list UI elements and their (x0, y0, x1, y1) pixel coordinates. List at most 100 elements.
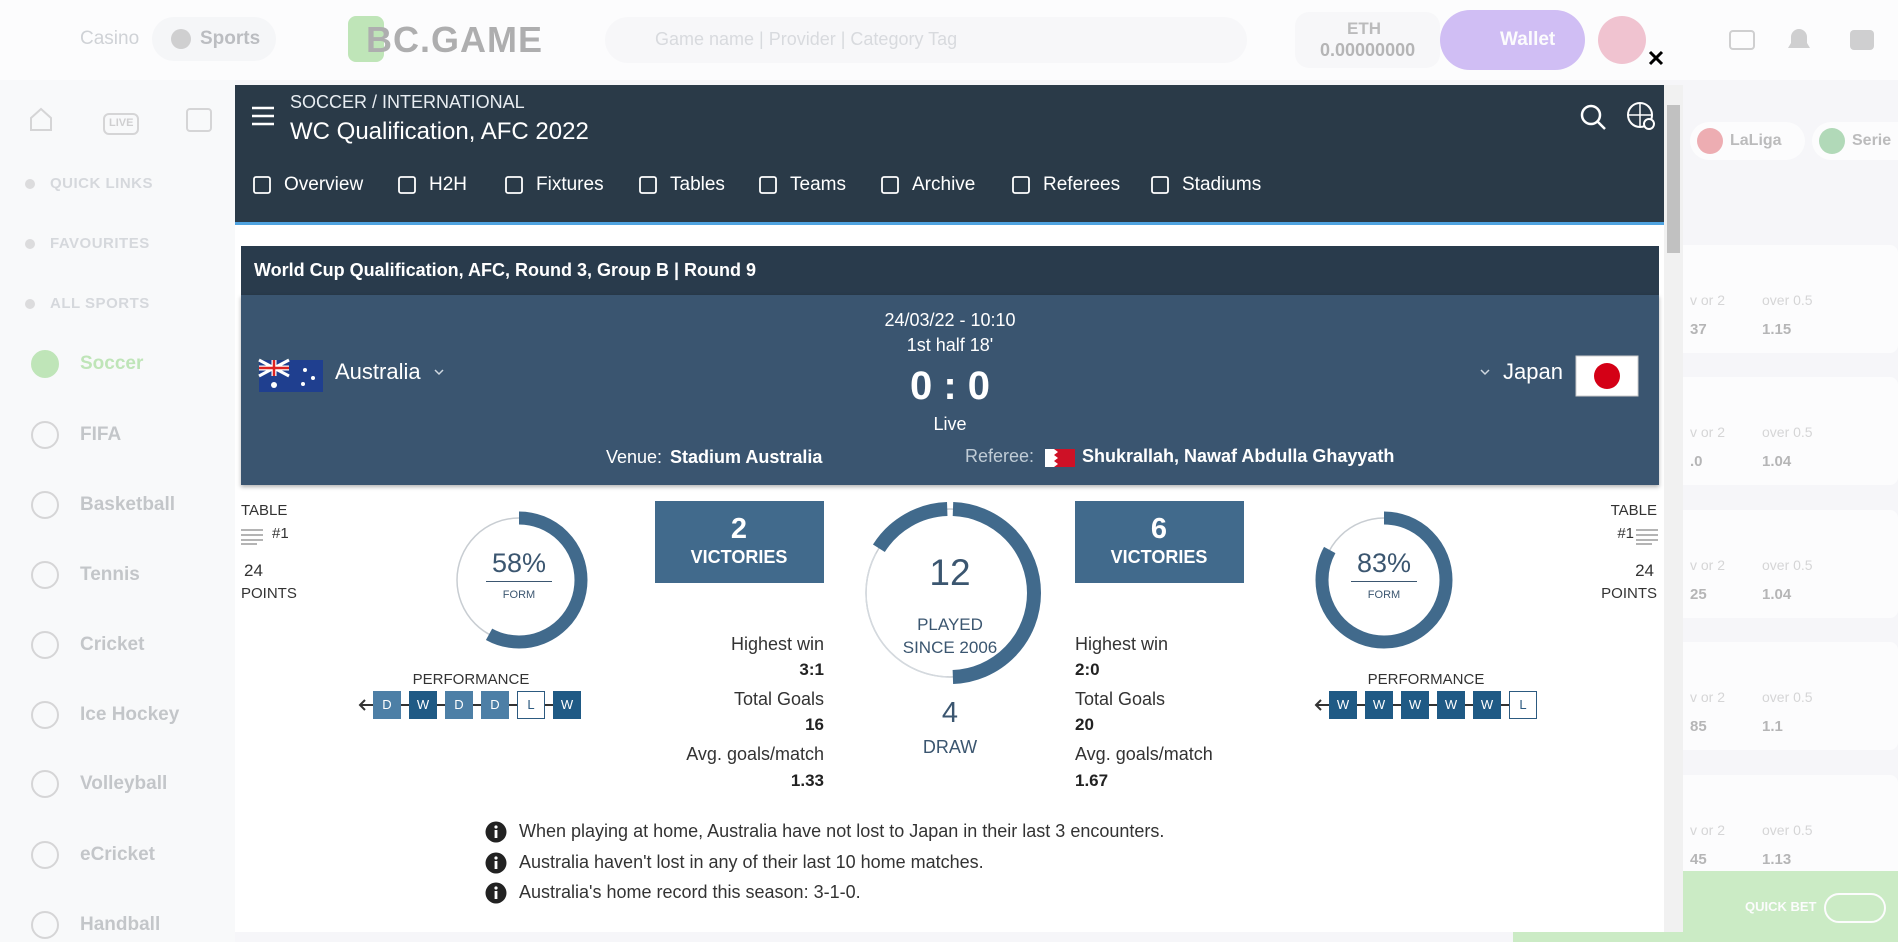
performance-arrow (1314, 699, 1329, 711)
stat-label: Highest win (1075, 634, 1169, 655)
match-band-top (241, 246, 1659, 295)
performance-box: W (409, 691, 437, 719)
home-team[interactable]: Australia (335, 358, 421, 384)
home-flag (258, 358, 323, 392)
table-icon (241, 529, 263, 545)
draw-count: 4 (941, 696, 959, 729)
info-icon (485, 821, 507, 843)
stat-value: 3:1 (799, 659, 824, 679)
table-label: TABLE (1610, 502, 1657, 519)
form-ring (450, 511, 588, 649)
tab[interactable]: H2H (429, 173, 468, 195)
tab-icon (1151, 176, 1169, 194)
form-ring (1315, 511, 1453, 649)
table-label: TABLE (241, 502, 288, 519)
info-icon (485, 882, 507, 904)
fact: Australia's home record this season: 3-1… (519, 882, 861, 903)
tab[interactable]: Stadiums (1182, 173, 1262, 195)
performance-arrow (358, 699, 373, 711)
table-rank: #1 (1617, 525, 1634, 542)
away-flag (1575, 355, 1639, 397)
breadcrumb: SOCCER / INTERNATIONAL (290, 92, 525, 113)
draw-label: DRAW (922, 737, 978, 758)
performance-box: W (1365, 691, 1393, 719)
victories-count: 6 (1150, 512, 1168, 545)
tab[interactable]: Overview (284, 173, 364, 195)
scrollbar-thumb (1667, 105, 1680, 253)
table-points: 24 (1635, 560, 1654, 580)
victories-count: 2 (730, 512, 748, 545)
venue-label: Venue: (606, 447, 663, 468)
h2h-segment (859, 502, 1041, 684)
form-label: FORM (502, 589, 536, 602)
tab-icon (639, 176, 657, 194)
away-chevron (1480, 369, 1490, 376)
tab-icon (398, 176, 416, 194)
performance-link (545, 704, 553, 706)
stat-label: Avg. goals/match (686, 744, 824, 765)
stat-value: 20 (1075, 714, 1094, 734)
stat-value: 16 (805, 714, 824, 734)
competition: World Cup Qualification, AFC, Round 3, G… (254, 260, 757, 281)
h2h-segment (865, 508, 1035, 678)
tab[interactable]: Referees (1043, 173, 1121, 195)
form-arc (1315, 511, 1453, 649)
stat-value: 2:0 (1075, 659, 1100, 679)
performance-box: W (1329, 691, 1357, 719)
performance-link (1357, 704, 1365, 706)
modal-title: WC Qualification, AFC 2022 (290, 117, 589, 145)
form-divider (1351, 581, 1417, 582)
stat-value: 1.33 (790, 770, 824, 790)
language-icon (1627, 102, 1655, 130)
tab-icon (253, 176, 271, 194)
form-divider (486, 581, 552, 582)
performance-box: W (1437, 691, 1465, 719)
victories-box (1075, 501, 1244, 583)
performance-link (1393, 704, 1401, 706)
away-team[interactable]: Japan (1503, 358, 1563, 384)
form-arc (450, 511, 588, 649)
performance-box: W (1401, 691, 1429, 719)
stat-label: Total Goals (1075, 689, 1166, 710)
referee-flag (1045, 449, 1075, 467)
performance-link (1465, 704, 1473, 706)
referee-label: Referee: (965, 446, 1035, 467)
score: 0 : 0 (909, 364, 991, 408)
victories-label: VICTORIES (690, 547, 788, 568)
tab-icon (1012, 176, 1030, 194)
played-count: 12 (929, 551, 971, 593)
tab[interactable]: Teams (790, 173, 846, 195)
points-label: POINTS (241, 585, 297, 602)
h2h-ring (859, 502, 1041, 684)
performance-label: PERFORMANCE (412, 671, 530, 688)
match-band (241, 295, 1659, 485)
table-points: 24 (244, 560, 263, 580)
close-button[interactable] (1648, 50, 1664, 66)
fact: When playing at home, Australia have not… (519, 821, 1165, 842)
performance-link (1429, 704, 1437, 706)
tab[interactable]: Archive (912, 173, 976, 195)
tab[interactable]: Tables (670, 173, 725, 195)
table-icon (1636, 529, 1658, 545)
match-status: Live (933, 414, 967, 435)
form-label: FORM (1367, 589, 1401, 602)
performance-box: W (553, 691, 581, 719)
played-label: PLAYED SINCE 2006 (902, 614, 998, 657)
performance-label: PERFORMANCE (1367, 671, 1485, 688)
match-period: 1st half 18' (906, 335, 994, 356)
stat-label: Highest win (730, 634, 824, 655)
menu-icon[interactable] (252, 106, 274, 126)
venue: Stadium Australia (670, 447, 823, 468)
stat-label: Total Goals (733, 689, 824, 710)
performance-box: D (445, 691, 473, 719)
performance-box: L (517, 691, 545, 719)
home-chevron (434, 369, 444, 376)
performance-box: D (481, 691, 509, 719)
search-icon (1580, 104, 1606, 130)
stat-value: 1.67 (1075, 770, 1109, 790)
form-value: 58% (491, 547, 547, 578)
tab-icon (881, 176, 899, 194)
tab[interactable]: Fixtures (536, 173, 604, 195)
performance-box: L (1509, 691, 1537, 719)
